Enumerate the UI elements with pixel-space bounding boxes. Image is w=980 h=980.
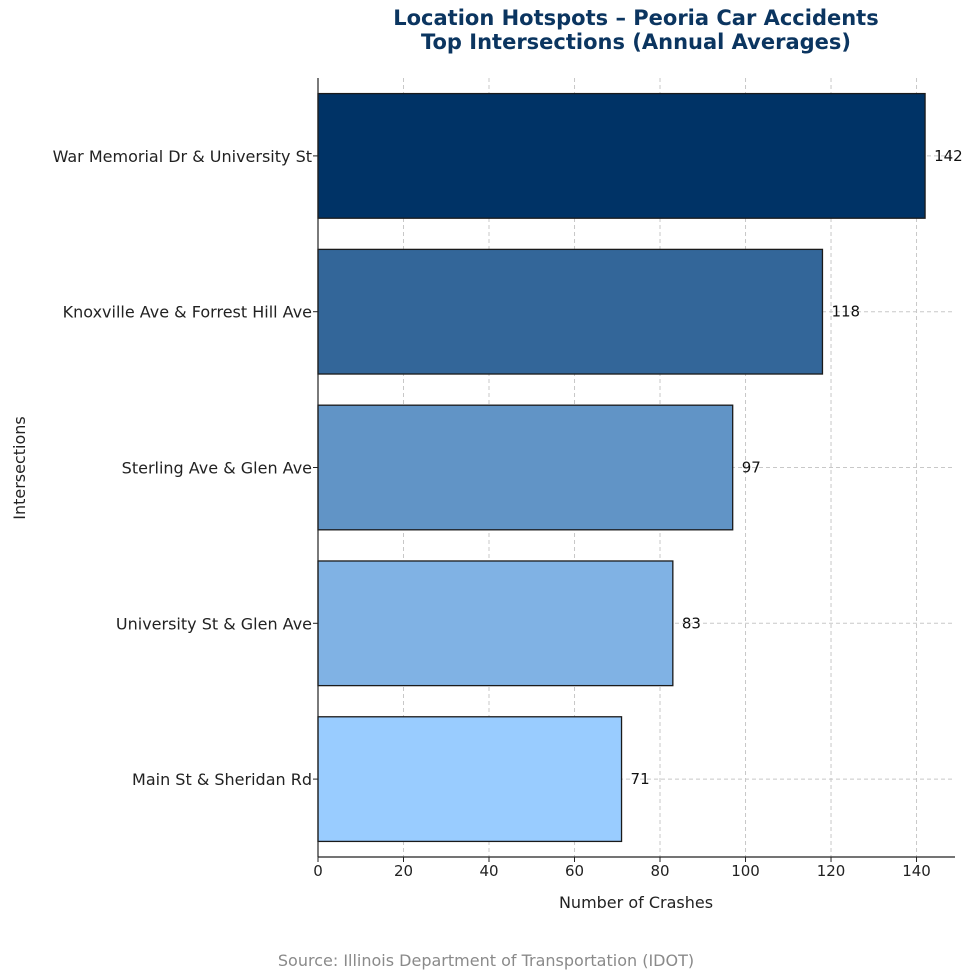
labels: 0 20 40 60 80 100 120 140 War Memorial Dr & Univ… [53, 147, 963, 880]
x-tick-label: 60 [565, 862, 584, 880]
x-axis-label: Number of Crashes [559, 893, 713, 912]
x-tick-label: 0 [313, 862, 323, 880]
bar [317, 560, 674, 687]
bars [317, 92, 926, 843]
x-tick-label: 80 [650, 862, 669, 880]
x-tick-label: 100 [731, 862, 760, 880]
data-label: 83 [682, 614, 701, 632]
x-tick-label: 40 [479, 862, 498, 880]
x-tick-label: 140 [902, 862, 931, 880]
source-note: Source: Illinois Department of Transport… [278, 951, 694, 970]
data-label: 97 [742, 459, 761, 477]
y-axis-label: Intersections [10, 416, 29, 520]
category-label: Sterling Ave & Glen Ave [122, 459, 312, 478]
category-label: War Memorial Dr & University St [53, 147, 312, 166]
category-label: Main St & Sheridan Rd [132, 770, 312, 789]
bar [317, 92, 926, 219]
bar [317, 404, 734, 531]
data-label: 118 [831, 303, 860, 321]
data-label: 71 [631, 770, 650, 788]
data-label: 142 [934, 147, 963, 165]
bar [317, 248, 824, 375]
category-label: Knoxville Ave & Forrest Hill Ave [63, 303, 312, 322]
x-tick-label: 20 [394, 862, 413, 880]
category-label: University St & Glen Ave [116, 614, 312, 633]
x-tick-label: 120 [817, 862, 846, 880]
bar [317, 716, 623, 843]
chart-subtitle: Top Intersections (Annual Averages) [421, 30, 851, 54]
chart-title: Location Hotspots – Peoria Car Accidents [393, 6, 878, 30]
